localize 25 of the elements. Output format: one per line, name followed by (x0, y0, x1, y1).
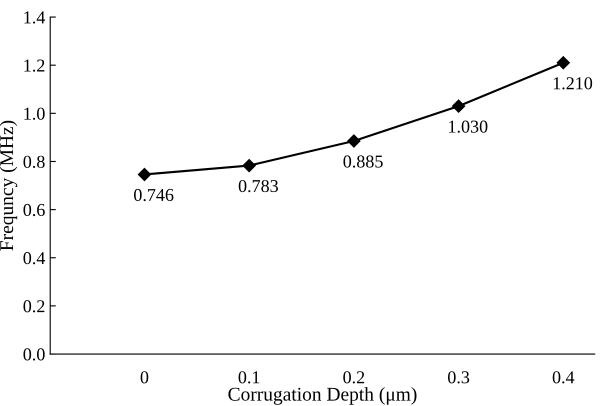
point (556, 56, 570, 70)
y-tick-label: 0.8 (23, 156, 45, 168)
x-tick-label: 0.4 (552, 371, 574, 384)
y-tick-label: 0.0 (23, 348, 45, 361)
x-tick-label: 0.3 (448, 371, 470, 384)
data-label: 1.210 (554, 77, 592, 90)
point (347, 134, 360, 148)
y-tick-label: 0.2 (23, 300, 44, 312)
y-tick-label: 0.6 (23, 204, 45, 216)
y-tick-label: 1.4 (24, 11, 46, 24)
y-tick-label: 1.0 (24, 108, 45, 120)
point (452, 100, 466, 113)
y-axis-title: Frequncy (MHz) (0, 120, 18, 251)
point (138, 168, 152, 182)
y-tick-label: 0.4 (23, 252, 46, 264)
data-label: 0.746 (134, 188, 174, 202)
x-tick-label: 0 (140, 371, 148, 384)
point (242, 158, 256, 172)
data-label: 0.783 (238, 180, 278, 192)
y-tick-label: 1.2 (24, 60, 44, 72)
x-tick-label: 0.2 (343, 371, 364, 384)
x-axis-title: Corrugation Depth (μm) (228, 387, 416, 405)
data-label: 0.885 (343, 155, 383, 168)
data-label: 1.030 (449, 120, 488, 133)
x-tick-label: 0.1 (238, 371, 260, 384)
